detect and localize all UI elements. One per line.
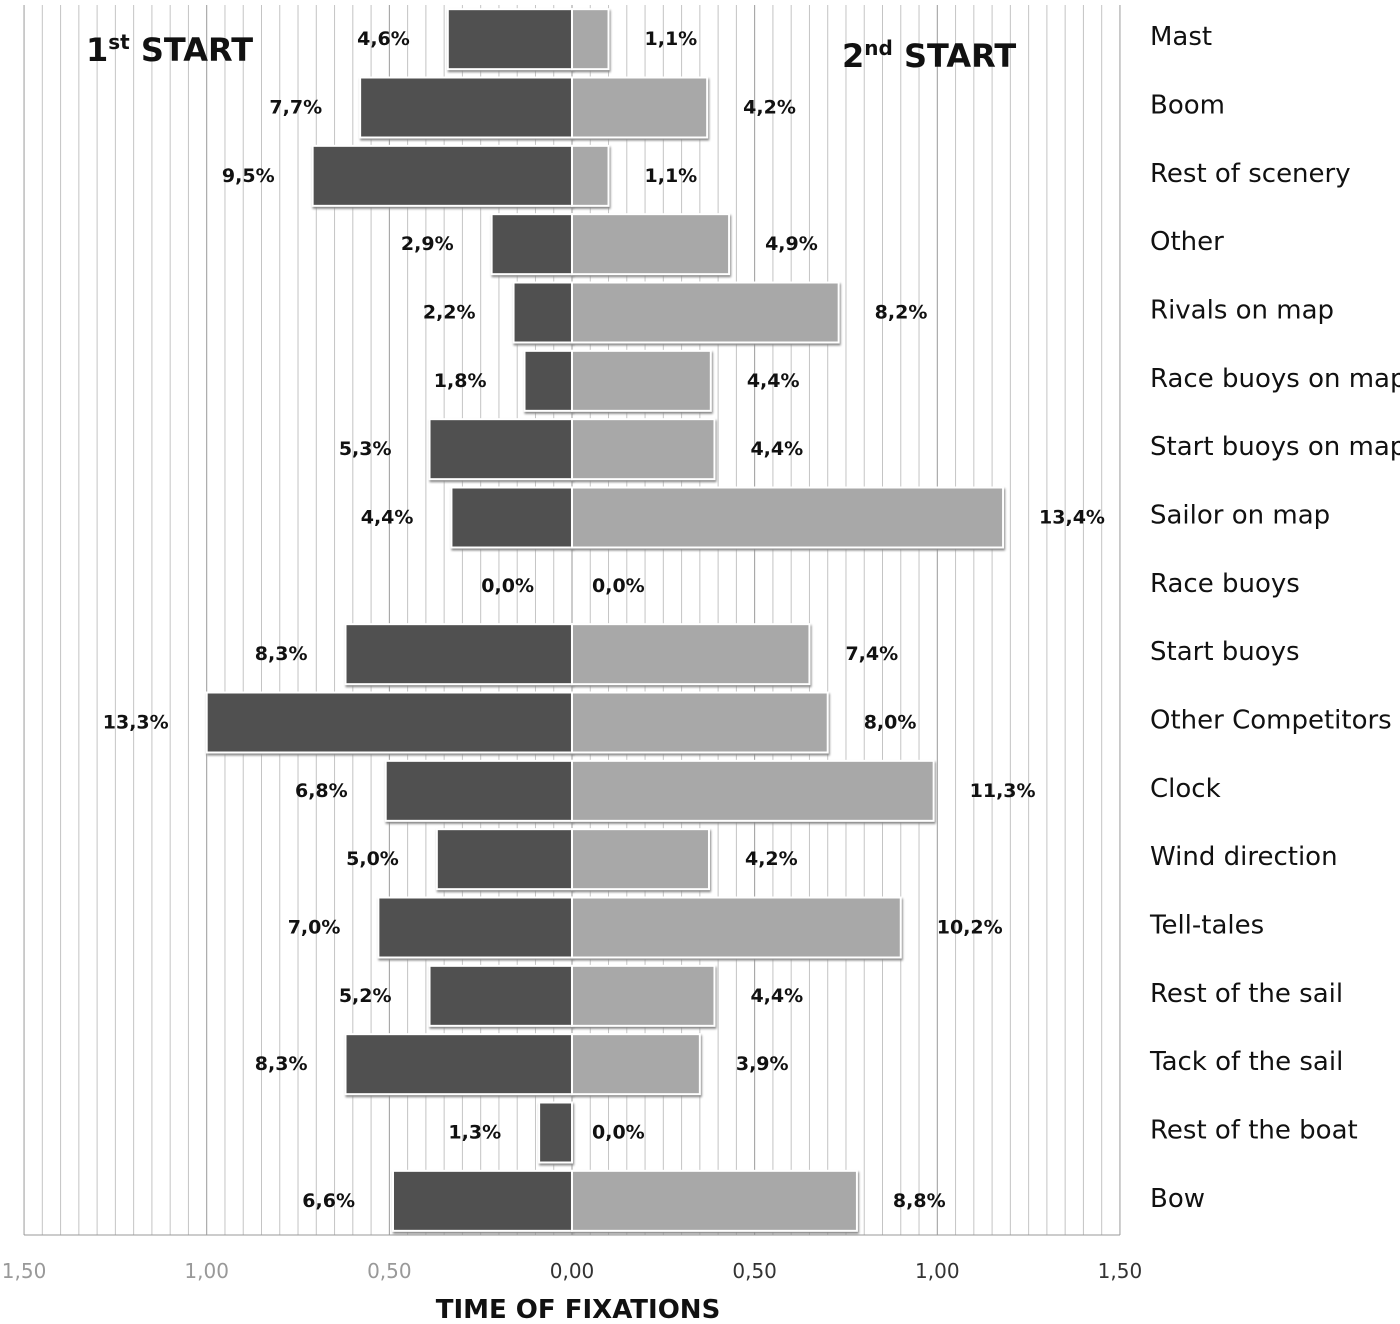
data-label-2nd-start: 4,4%	[750, 985, 803, 1007]
category-label: Other Competitors	[1150, 706, 1392, 736]
bar-2nd-start	[571, 691, 829, 754]
x-tick-label: 0,50	[367, 1259, 412, 1283]
bar-2nd-start	[571, 1033, 701, 1096]
bar-2nd-start	[571, 623, 811, 686]
data-label-2nd-start: 11,3%	[970, 780, 1036, 802]
bar-1st-start	[344, 1033, 573, 1096]
data-label-2nd-start: 3,9%	[736, 1053, 789, 1075]
category-label: Bow	[1150, 1184, 1205, 1214]
bar-1st-start	[435, 828, 573, 891]
x-tick-label: 0,00	[550, 1259, 595, 1283]
bar-2nd-start	[571, 759, 935, 822]
data-label-2nd-start: 7,4%	[845, 643, 898, 665]
category-label: Tell-tales	[1149, 911, 1264, 941]
category-label: Rest of the sail	[1150, 979, 1343, 1009]
category-label: Start buoys on map	[1150, 432, 1400, 462]
data-label-2nd-start: 0,0%	[592, 575, 645, 597]
data-label-2nd-start: 8,0%	[864, 712, 917, 734]
category-label: Mast	[1150, 22, 1212, 52]
category-label: Sailor on map	[1150, 501, 1330, 531]
data-label-1st-start: 7,0%	[288, 917, 341, 939]
bar-1st-start	[523, 349, 573, 412]
data-label-1st-start: 5,2%	[339, 985, 392, 1007]
bar-1st-start	[344, 623, 573, 686]
data-label-1st-start: 0,0%	[481, 575, 534, 597]
data-label-1st-start: 1,3%	[448, 1122, 501, 1144]
category-label: Other	[1150, 227, 1224, 257]
bar-1st-start	[538, 1101, 573, 1164]
data-label-2nd-start: 4,4%	[750, 438, 803, 460]
bar-1st-start	[392, 1169, 573, 1232]
bar-2nd-start	[571, 964, 716, 1027]
bar-2nd-start	[571, 213, 731, 276]
category-label: Rest of the boat	[1150, 1116, 1358, 1146]
bar-2nd-start	[571, 418, 716, 481]
x-tick-label: 1,50	[2, 1259, 47, 1283]
bar-2nd-start	[571, 281, 840, 344]
bar-1st-start	[446, 8, 574, 71]
data-label-2nd-start: 8,2%	[875, 302, 928, 324]
data-label-2nd-start: 1,1%	[645, 28, 698, 50]
data-label-2nd-start: 8,8%	[893, 1190, 946, 1212]
data-label-1st-start: 8,3%	[255, 1053, 308, 1075]
data-label-2nd-start: 4,4%	[747, 370, 800, 392]
x-tick-label: 1,50	[1098, 1259, 1143, 1283]
data-label-1st-start: 2,9%	[401, 233, 454, 255]
bar-2nd-start	[571, 486, 1005, 549]
data-label-1st-start: 9,5%	[222, 165, 275, 187]
bar-1st-start	[428, 418, 573, 481]
category-label: Wind direction	[1150, 842, 1338, 872]
bar-2nd-start	[571, 144, 610, 207]
series-title-2nd-start: 2nd START	[842, 36, 1016, 75]
x-tick-label: 0,50	[732, 1259, 777, 1283]
data-label-2nd-start: 10,2%	[937, 917, 1003, 939]
category-label: Tack of the sail	[1149, 1047, 1343, 1077]
data-label-2nd-start: 4,2%	[743, 97, 796, 119]
bar-1st-start	[384, 759, 573, 822]
bar-1st-start	[311, 144, 573, 207]
category-label: Boom	[1150, 91, 1225, 121]
bar-2nd-start	[571, 76, 709, 139]
bar-1st-start	[205, 691, 573, 754]
data-label-1st-start: 2,2%	[423, 302, 476, 324]
bar-1st-start	[512, 281, 574, 344]
bar-2nd-start	[571, 8, 610, 71]
data-label-1st-start: 6,6%	[302, 1190, 355, 1212]
series-title-1st-start: 1st START	[86, 30, 253, 69]
data-label-1st-start: 13,3%	[103, 712, 169, 734]
x-axis-title: TIME OF FIXATIONS	[436, 1295, 721, 1324]
bar-2nd-start	[571, 1169, 858, 1232]
bar-2nd-start	[571, 828, 710, 891]
x-tick-label: 1,00	[184, 1259, 229, 1283]
bar-1st-start	[490, 213, 573, 276]
data-label-2nd-start: 0,0%	[592, 1122, 645, 1144]
data-label-1st-start: 1,8%	[434, 370, 487, 392]
bar-1st-start	[377, 896, 573, 959]
category-label: Start buoys	[1150, 637, 1300, 667]
data-label-1st-start: 8,3%	[255, 643, 308, 665]
bar-2nd-start	[571, 349, 712, 412]
data-label-1st-start: 7,7%	[269, 97, 322, 119]
data-label-2nd-start: 4,2%	[745, 848, 798, 870]
data-label-1st-start: 5,3%	[339, 438, 392, 460]
data-label-2nd-start: 1,1%	[645, 165, 698, 187]
category-label: Rivals on map	[1150, 296, 1334, 326]
data-label-1st-start: 4,4%	[361, 507, 414, 529]
data-label-2nd-start: 4,9%	[765, 233, 818, 255]
category-label: Race buoys on map	[1150, 364, 1400, 394]
category-label: Race buoys	[1150, 569, 1300, 599]
bar-1st-start	[450, 486, 573, 549]
data-label-1st-start: 4,6%	[357, 28, 410, 50]
data-label-1st-start: 6,8%	[295, 780, 348, 802]
bar-1st-start	[359, 76, 573, 139]
x-tick-label: 1,00	[915, 1259, 960, 1283]
bar-1st-start	[428, 964, 573, 1027]
bar-2nd-start	[571, 896, 902, 959]
data-label-1st-start: 5,0%	[346, 848, 399, 870]
category-label: Clock	[1150, 774, 1221, 804]
data-label-2nd-start: 13,4%	[1039, 507, 1105, 529]
category-label: Rest of scenery	[1150, 159, 1351, 189]
